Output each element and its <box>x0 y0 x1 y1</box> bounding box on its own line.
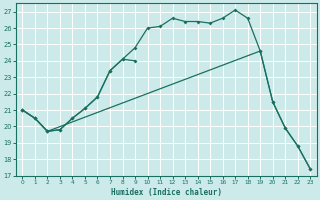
X-axis label: Humidex (Indice chaleur): Humidex (Indice chaleur) <box>111 188 222 197</box>
